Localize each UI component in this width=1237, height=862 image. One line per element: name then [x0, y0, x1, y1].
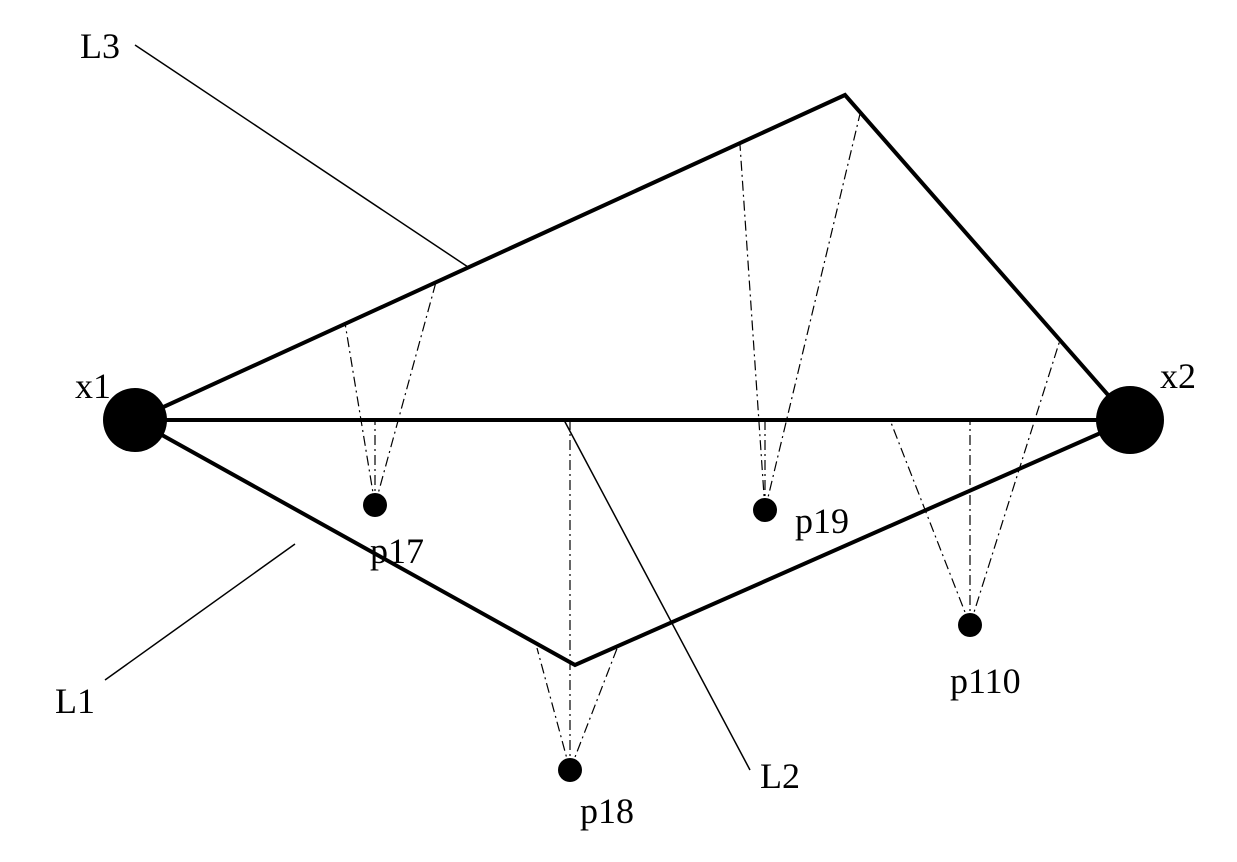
label-p110: p110 [950, 660, 1021, 702]
label-p18: p18 [580, 790, 634, 832]
label-x1: x1 [75, 365, 111, 407]
label-L1: L1 [55, 680, 95, 722]
label-L3: L3 [80, 25, 120, 67]
diagram-svg [0, 0, 1237, 862]
label-x2: x2 [1160, 355, 1196, 397]
label-L2: L2 [760, 755, 800, 797]
label-p17: p17 [370, 530, 424, 572]
label-p19: p19 [795, 500, 849, 542]
